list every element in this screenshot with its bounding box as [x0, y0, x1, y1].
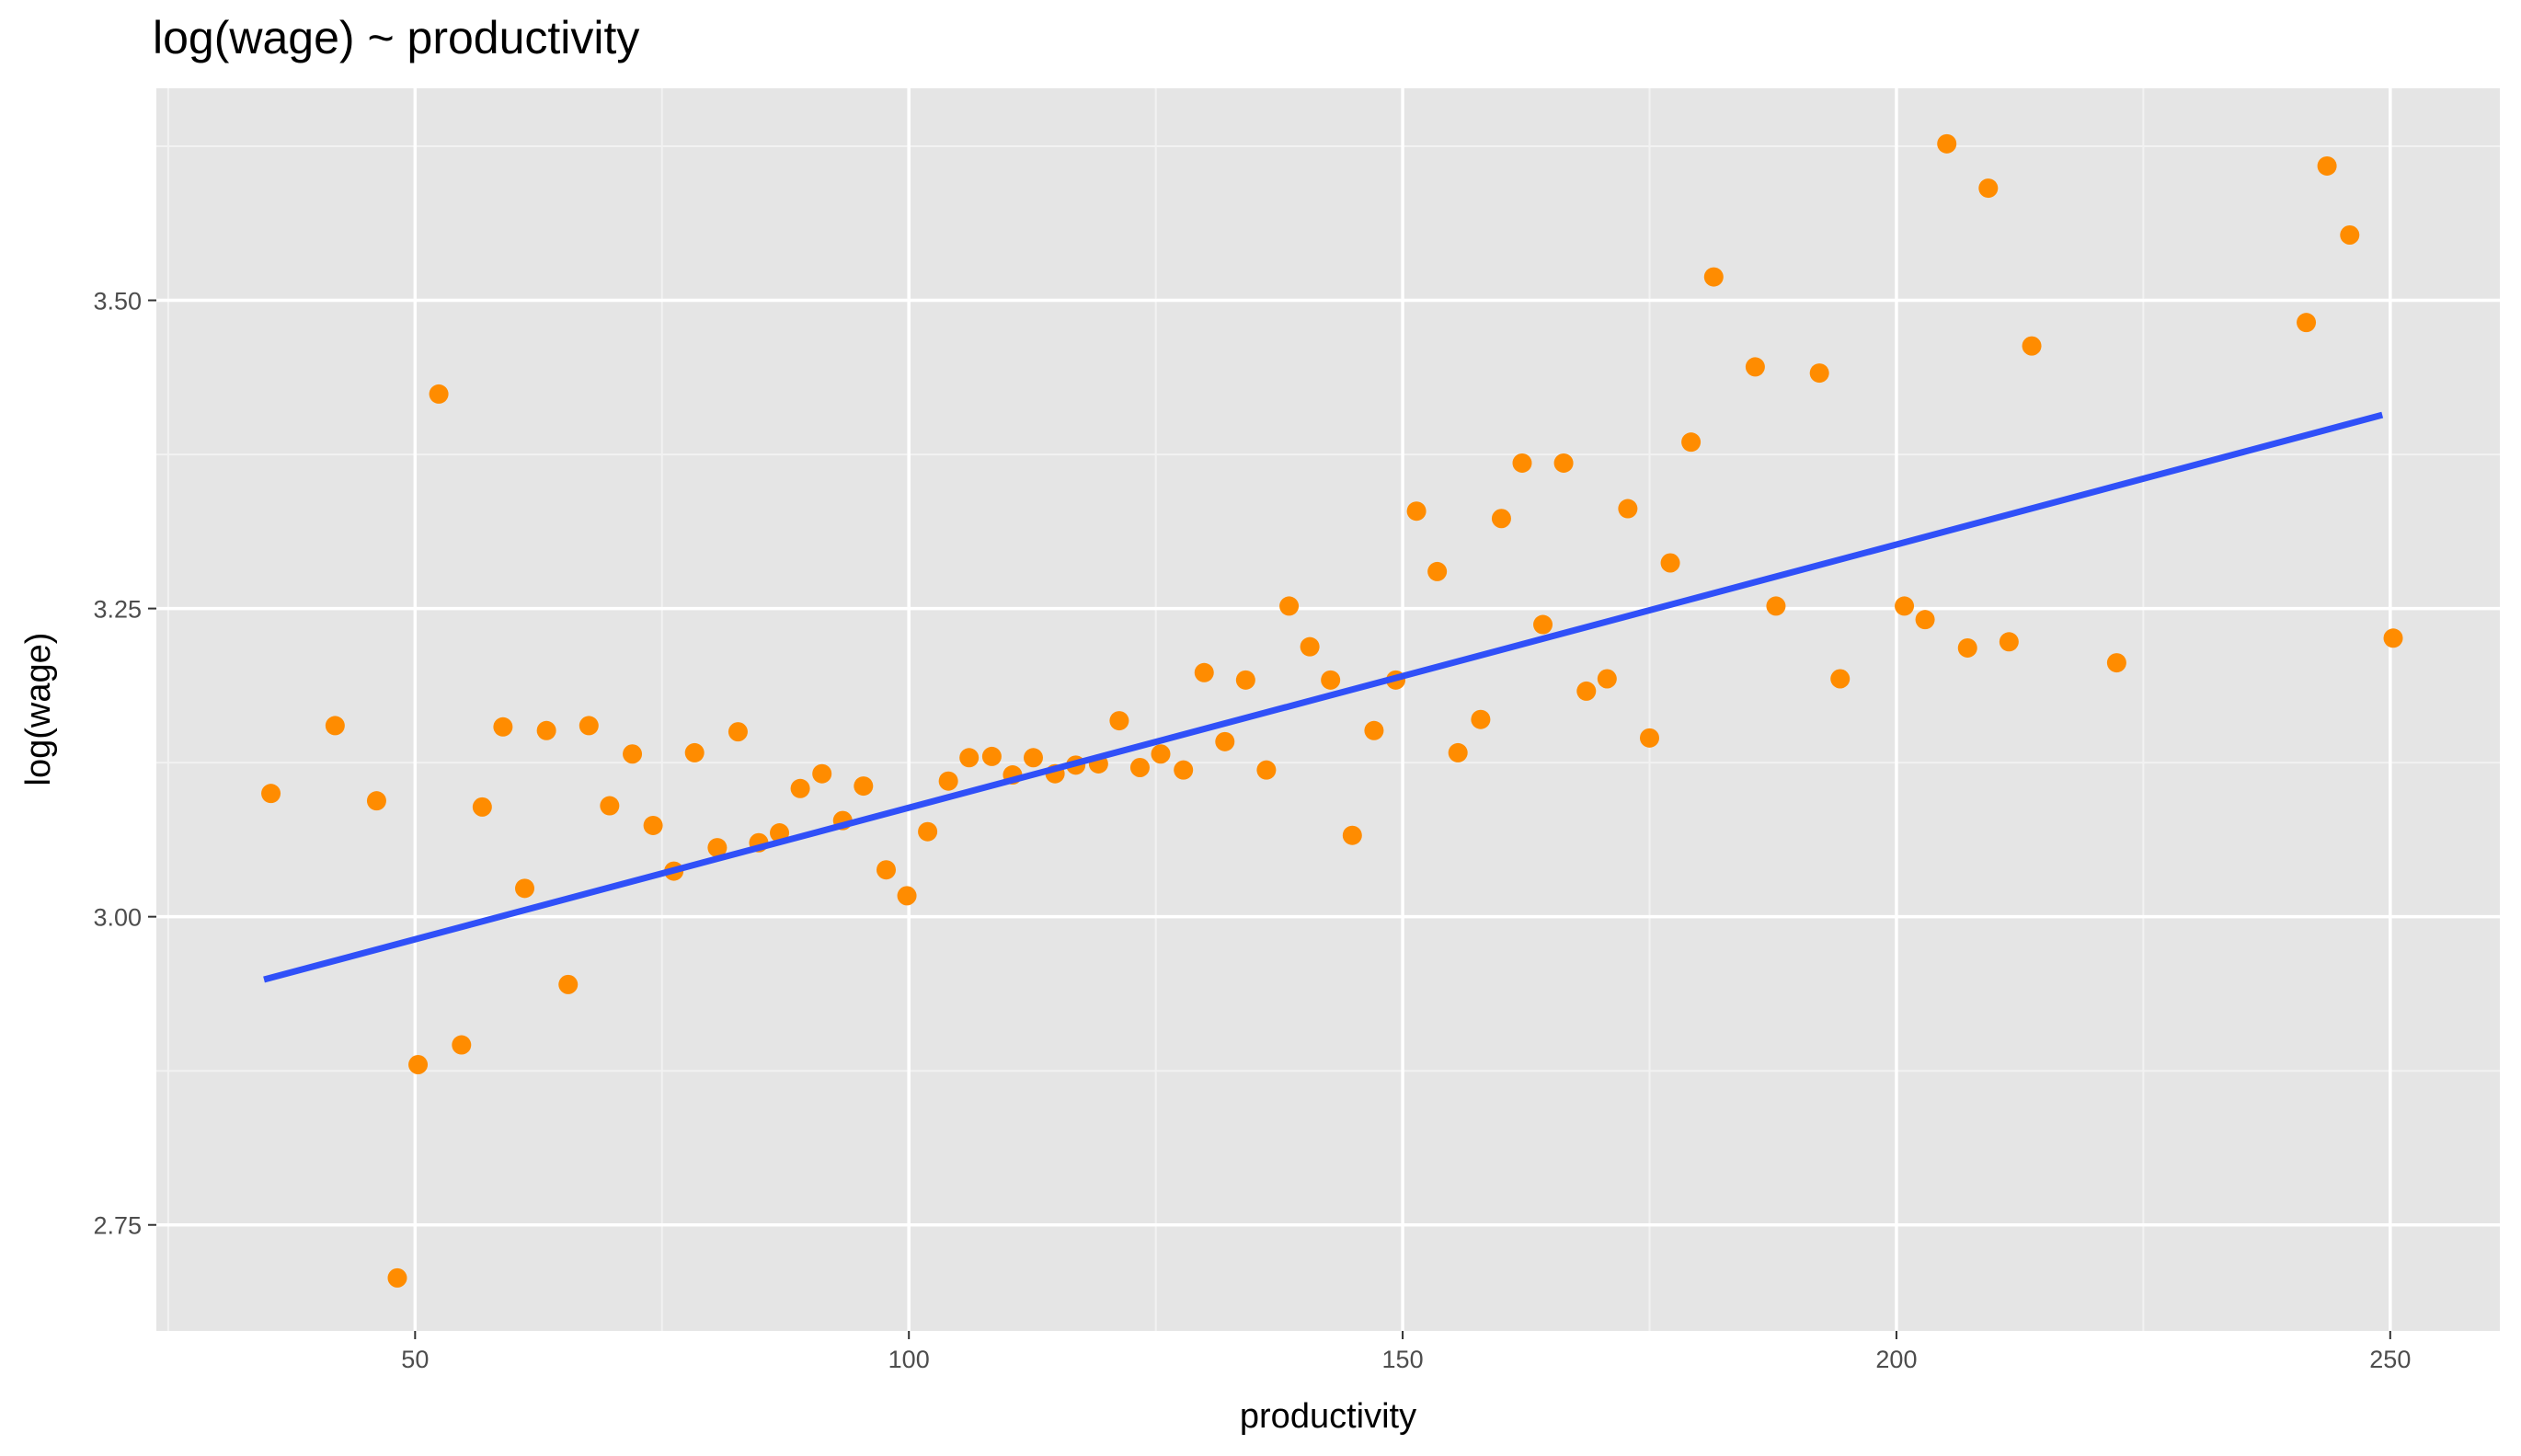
point: [1999, 632, 2019, 652]
point: [493, 717, 513, 737]
point: [981, 746, 1002, 766]
point: [959, 748, 980, 768]
point: [2106, 653, 2126, 673]
point: [600, 796, 620, 816]
point: [812, 763, 832, 784]
point: [1491, 509, 1511, 529]
point: [579, 716, 599, 736]
point: [1151, 744, 1171, 764]
point: [452, 1035, 472, 1055]
point: [876, 860, 896, 880]
x-tick-label: 100: [888, 1346, 930, 1373]
fit-line: [263, 411, 2384, 983]
point: [623, 744, 643, 764]
point: [1660, 553, 1680, 573]
point: [1321, 670, 1341, 690]
point: [1937, 133, 1957, 154]
y-tick-label: 2.75: [93, 1212, 142, 1240]
point: [1129, 757, 1150, 777]
point: [707, 838, 728, 858]
point: [684, 742, 705, 762]
point: [1023, 748, 1043, 768]
point: [1256, 760, 1277, 780]
point: [1300, 636, 1320, 657]
point: [387, 1267, 407, 1288]
x-axis-label: productivity: [1240, 1397, 1416, 1436]
x-tick-label: 50: [401, 1346, 429, 1373]
point: [2317, 155, 2337, 176]
point: [408, 1055, 429, 1074]
point: [2383, 628, 2403, 648]
point: [1745, 357, 1765, 377]
point: [429, 384, 449, 404]
point: [1512, 453, 1532, 473]
point: [472, 797, 492, 817]
point: [1576, 681, 1597, 701]
point: [1406, 501, 1427, 522]
point: [1618, 499, 1638, 519]
point: [1978, 178, 1999, 199]
point: [1364, 720, 1384, 740]
point: [1895, 596, 1915, 616]
point: [1957, 637, 1977, 658]
point: [1640, 728, 1660, 748]
point: [1597, 669, 1617, 689]
point: [2340, 224, 2360, 245]
point: [1766, 596, 1786, 616]
point: [1174, 760, 1194, 780]
point: [1215, 731, 1235, 751]
point: [536, 720, 556, 740]
point: [938, 771, 958, 791]
point: [1427, 561, 1448, 581]
y-tick-label: 3.50: [93, 288, 142, 315]
point: [1194, 662, 1214, 682]
x-tick-label: 250: [2369, 1346, 2411, 1373]
point: [897, 886, 917, 906]
point: [261, 784, 281, 804]
chart-title: log(wage) ~ productivity: [153, 12, 639, 63]
point: [854, 776, 874, 797]
point: [1109, 711, 1129, 731]
y-tick-label: 3.00: [93, 904, 142, 932]
point: [1533, 614, 1553, 635]
y-tick-label: 3.25: [93, 596, 142, 624]
point: [2297, 313, 2317, 333]
point: [558, 974, 579, 994]
y-axis-label: log(wage): [19, 633, 58, 786]
point: [1342, 825, 1362, 845]
point: [1279, 596, 1300, 616]
point: [1915, 610, 1935, 630]
point: [1235, 670, 1255, 690]
point: [728, 722, 748, 742]
point: [1809, 363, 1829, 384]
point: [1448, 742, 1468, 762]
plot-panel: [156, 88, 2500, 1331]
point: [790, 778, 810, 798]
point: [325, 716, 345, 736]
x-tick-label: 200: [1875, 1346, 1917, 1373]
point: [515, 878, 535, 899]
point: [1471, 709, 1491, 729]
point: [2022, 336, 2042, 356]
point: [1553, 453, 1574, 473]
point: [643, 815, 663, 835]
point: [366, 791, 386, 811]
x-tick-label: 150: [1382, 1346, 1424, 1373]
point: [1830, 669, 1851, 689]
point: [1681, 432, 1702, 453]
point: [918, 821, 938, 842]
point: [1703, 267, 1724, 287]
